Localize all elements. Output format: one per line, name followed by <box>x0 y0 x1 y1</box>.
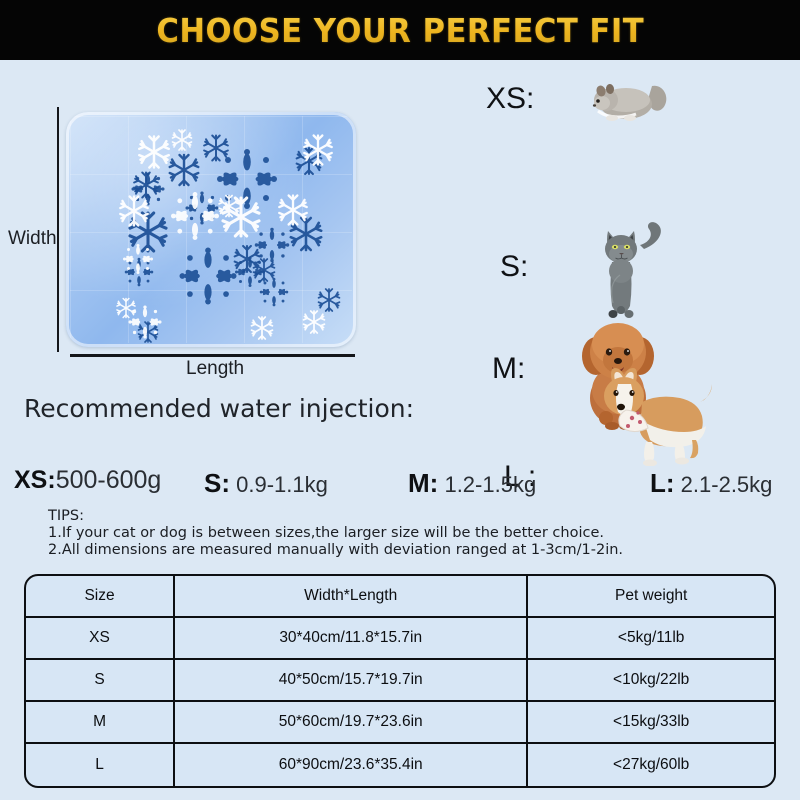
water-injection-values: XS:500-600g S: 0.9-1.1kg M: 1.2-1.5kg L:… <box>0 466 800 500</box>
cell-dimensions: 60*90cm/23.6*35.4in <box>175 744 529 786</box>
length-label: Length <box>186 358 245 379</box>
table-header-dimensions: Width*Length <box>175 576 529 618</box>
width-measure-line <box>57 107 59 352</box>
header-banner: CHOOSE YOUR PERFECT FIT <box>0 0 800 60</box>
size-chart-table: Size Width*Length Pet weight XS 30*40cm/… <box>24 574 776 788</box>
table-header-size: Size <box>26 576 176 618</box>
cell-pet-weight: <5kg/11lb <box>528 618 774 660</box>
water-key-xs: XS: <box>14 466 56 494</box>
cell-pet-weight: <15kg/33lb <box>528 702 774 744</box>
table-row: M 50*60cm/19.7*23.6in <15kg/33lb <box>26 702 774 744</box>
tips-heading: TIPS: <box>48 508 84 524</box>
water-amount-xs: 500-600g <box>55 466 162 494</box>
water-value-l: L: 2.1-2.5kg <box>650 468 772 499</box>
size-label-xs: XS: <box>486 82 535 115</box>
water-value-m: M: 1.2-1.5kg <box>408 468 536 499</box>
water-value-xs: XS:500-600g <box>14 466 161 495</box>
cell-pet-weight: <10kg/22lb <box>528 660 774 702</box>
cell-pet-weight: <27kg/60lb <box>613 756 690 773</box>
water-amount-m: 1.2-1.5kg <box>444 472 537 497</box>
table-header-pet-weight: Pet weight <box>528 576 774 618</box>
width-label: Width <box>8 228 57 249</box>
table-row: XS 30*40cm/11.8*15.7in <5kg/11lb <box>26 618 774 660</box>
water-amount-s: 0.9-1.1kg <box>236 472 328 497</box>
page-body: Width <box>0 60 800 800</box>
tips-block: TIPS: 1.If your cat or dog is between si… <box>48 508 768 559</box>
water-key-l: L: <box>650 468 675 498</box>
cooling-mat-icon <box>66 112 356 347</box>
cat-icon <box>582 215 674 325</box>
cooling-mat-illustration <box>66 112 356 347</box>
cell-size: M <box>26 702 176 744</box>
size-label-m: M: <box>492 352 526 385</box>
page-title: CHOOSE YOUR PERFECT FIT <box>156 10 644 50</box>
cell-size: XS <box>26 618 176 660</box>
corgi-icon <box>588 366 714 466</box>
length-measure-line <box>70 354 355 357</box>
cell-size: L <box>26 744 176 786</box>
size-label-l: L : <box>504 460 537 493</box>
water-key-m: M: <box>408 468 439 498</box>
table-row: L 60*90cm/23.6*35.4in <27kg/60lb <box>26 744 774 786</box>
size-label-s: S: <box>500 250 529 283</box>
cell-dimensions: 50*60cm/19.7*23.6in <box>175 702 529 744</box>
water-amount-l: 2.1-2.5kg <box>680 472 773 497</box>
cell-dimensions: 30*40cm/11.8*15.7in <box>175 618 529 660</box>
tips-line-2: 2.All dimensions are measured manually w… <box>48 542 624 558</box>
table-header-row: Size Width*Length Pet weight <box>26 576 774 618</box>
cell-dimensions: 40*50cm/15.7*19.7in <box>175 660 529 702</box>
table-row: S 40*50cm/15.7*19.7in <10kg/22lb <box>26 660 774 702</box>
snowflake-pattern-icon <box>116 129 341 343</box>
tips-line-1: 1.If your cat or dog is between sizes,th… <box>48 525 604 541</box>
recommended-water-title: Recommended water injection: <box>24 394 415 423</box>
water-value-s: S: 0.9-1.1kg <box>204 468 328 499</box>
cell-size: S <box>26 660 176 702</box>
chinchilla-icon <box>586 78 672 126</box>
water-key-s: S: <box>204 468 230 498</box>
